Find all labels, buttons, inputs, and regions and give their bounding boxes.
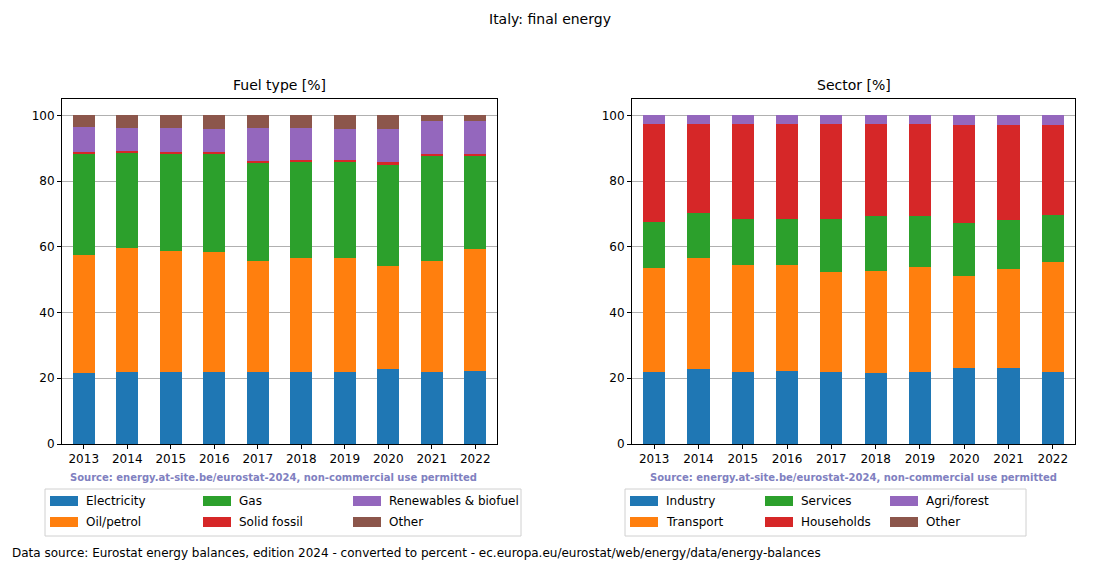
svg-text:2015: 2015 xyxy=(155,452,186,466)
svg-text:Renewables & biofuel: Renewables & biofuel xyxy=(389,494,519,508)
svg-text:2016: 2016 xyxy=(772,452,803,466)
svg-text:2017: 2017 xyxy=(816,452,847,466)
svg-text:Electricity: Electricity xyxy=(86,494,146,508)
svg-text:40: 40 xyxy=(609,306,624,320)
svg-text:2013: 2013 xyxy=(639,452,670,466)
svg-text:Agri/forest: Agri/forest xyxy=(926,494,989,508)
svg-text:Italy: final energy: Italy: final energy xyxy=(489,11,611,27)
svg-text:Oil/petrol: Oil/petrol xyxy=(86,515,141,529)
svg-text:Sector [%]: Sector [%] xyxy=(817,77,891,93)
svg-text:60: 60 xyxy=(39,240,54,254)
svg-text:0: 0 xyxy=(617,437,625,451)
svg-text:2019: 2019 xyxy=(905,452,936,466)
svg-text:2021: 2021 xyxy=(993,452,1024,466)
svg-text:2015: 2015 xyxy=(727,452,758,466)
svg-text:2022: 2022 xyxy=(1038,452,1069,466)
svg-text:60: 60 xyxy=(609,240,624,254)
svg-text:Source: energy.at-site.be/euro: Source: energy.at-site.be/eurostat-2024,… xyxy=(70,472,477,483)
svg-text:2020: 2020 xyxy=(949,452,980,466)
svg-text:2018: 2018 xyxy=(286,452,317,466)
svg-text:Solid fossil: Solid fossil xyxy=(239,515,303,529)
svg-text:2021: 2021 xyxy=(416,452,447,466)
svg-text:Other: Other xyxy=(926,515,960,529)
svg-text:Fuel type [%]: Fuel type [%] xyxy=(233,77,326,93)
svg-text:2022: 2022 xyxy=(460,452,491,466)
svg-text:20: 20 xyxy=(609,371,624,385)
svg-text:20: 20 xyxy=(39,371,54,385)
svg-text:40: 40 xyxy=(39,306,54,320)
svg-text:2019: 2019 xyxy=(329,452,360,466)
svg-text:Gas: Gas xyxy=(239,494,262,508)
svg-text:80: 80 xyxy=(609,174,624,188)
svg-text:100: 100 xyxy=(32,109,55,123)
svg-text:2014: 2014 xyxy=(683,452,714,466)
svg-text:2017: 2017 xyxy=(242,452,273,466)
svg-text:2020: 2020 xyxy=(373,452,404,466)
svg-text:Transport: Transport xyxy=(666,515,724,529)
svg-text:Services: Services xyxy=(801,494,852,508)
svg-text:Data source: Eurostat energy b: Data source: Eurostat energy balances, e… xyxy=(12,546,821,560)
svg-text:Other: Other xyxy=(389,515,423,529)
svg-text:2018: 2018 xyxy=(860,452,891,466)
svg-text:Industry: Industry xyxy=(666,494,715,508)
svg-text:Households: Households xyxy=(801,515,871,529)
svg-text:80: 80 xyxy=(39,174,54,188)
svg-text:2014: 2014 xyxy=(112,452,143,466)
svg-text:100: 100 xyxy=(602,109,625,123)
svg-text:2016: 2016 xyxy=(199,452,230,466)
svg-text:Source: energy.at-site.be/euro: Source: energy.at-site.be/eurostat-2024,… xyxy=(650,472,1057,483)
svg-text:0: 0 xyxy=(47,437,55,451)
svg-text:2013: 2013 xyxy=(68,452,99,466)
